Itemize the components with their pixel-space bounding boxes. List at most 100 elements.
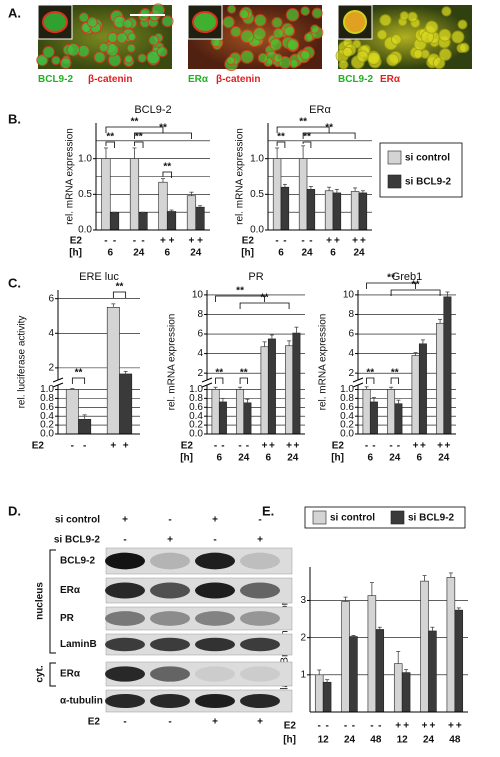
cell [356, 50, 369, 63]
blot-band [240, 552, 280, 570]
y-tick-label: 3 [300, 595, 306, 606]
blot-band [150, 582, 190, 599]
caption-red: β-catenin [216, 74, 260, 85]
treatment-mark: + [122, 515, 128, 526]
error-bar [327, 186, 332, 191]
bar [454, 609, 464, 713]
cell [271, 16, 283, 29]
blot-band [195, 582, 235, 599]
bar [332, 192, 342, 231]
x-row-label: + [430, 721, 436, 732]
caption-red: ERα [380, 74, 401, 85]
treatment-label: si control [55, 515, 100, 526]
cell [227, 4, 237, 14]
x-row-title: E2 [32, 441, 45, 452]
blot-band [150, 611, 190, 626]
axis-break-mark [52, 377, 64, 383]
x-tick-label: 24 [438, 453, 450, 464]
error-bar [287, 340, 292, 346]
cell [303, 32, 314, 43]
legend-label: si BCL9-2 [408, 513, 455, 524]
treatment-mark: - [213, 535, 216, 546]
blot-band [150, 666, 190, 682]
cell [240, 29, 255, 44]
cell [36, 54, 49, 67]
cell [285, 8, 300, 22]
x-row-label: + [123, 441, 129, 452]
significance-bracket [366, 282, 416, 289]
bar [443, 296, 452, 435]
bar [322, 681, 332, 713]
legend-swatch [390, 510, 405, 525]
cell [146, 50, 161, 65]
cell [151, 3, 165, 17]
cell [161, 15, 174, 28]
error-bar [343, 596, 348, 602]
y-tick-label: 10 [343, 290, 355, 301]
cell [459, 42, 470, 53]
x-row-label: - [221, 441, 224, 452]
inset-cell [343, 10, 367, 34]
cell [342, 46, 353, 58]
significance-label: ** [163, 162, 171, 173]
cell [451, 30, 465, 44]
bar [158, 181, 168, 231]
protein-label: α-tubulin [60, 696, 103, 707]
cell [156, 46, 168, 58]
x-row-label: - [214, 441, 217, 452]
significance-bracket [302, 132, 356, 139]
blot-band [195, 552, 235, 570]
x-row-label: - [71, 441, 74, 452]
legend-box [304, 506, 466, 529]
error-bar [317, 669, 322, 675]
cell [399, 11, 409, 21]
y-tick-label: 4 [348, 348, 354, 359]
bar [367, 595, 377, 713]
x-row-label: - [370, 721, 373, 732]
x-row-title: [h] [331, 453, 344, 464]
cell [124, 54, 134, 64]
y-tick-label: 2 [300, 632, 306, 643]
significance-bracket [71, 377, 86, 384]
treatment-mark: - [168, 515, 171, 526]
cell [122, 18, 133, 29]
y-tick-label: 0.0 [40, 429, 54, 440]
x-row-label: + [413, 441, 419, 452]
y-tick-label: 0.8 [340, 393, 354, 404]
x-row-label: + [326, 236, 332, 247]
significance-label: ** [75, 368, 83, 379]
inset-cell [192, 11, 218, 33]
axis-break-mark [352, 377, 364, 383]
x-row-label: - [344, 721, 347, 732]
significance-bracket [215, 295, 265, 302]
y-tick-label: 10 [192, 290, 204, 301]
fraction-label: cyt. [35, 665, 46, 682]
cell [51, 55, 61, 66]
cell [253, 14, 267, 27]
error-bar [301, 145, 306, 159]
cell [376, 29, 388, 40]
cell [413, 49, 423, 59]
blot-band [240, 666, 280, 682]
y-tick-label: 0.5 [250, 189, 264, 200]
cell [78, 12, 90, 23]
bar [138, 212, 148, 231]
panel-label: B. [8, 111, 21, 126]
bar [314, 674, 324, 713]
bar [418, 343, 427, 435]
fraction-bracket [49, 549, 56, 654]
bar [358, 192, 368, 231]
axis-break-mark [352, 382, 364, 388]
bar [236, 389, 245, 435]
cell [252, 27, 267, 41]
blot-band [240, 582, 280, 599]
blot-band [195, 611, 235, 626]
y-tick-label: 0.0 [340, 429, 354, 440]
cell [273, 27, 285, 39]
significance-bracket [366, 377, 375, 384]
bar [101, 158, 111, 231]
cell [379, 14, 392, 27]
y-tick-label: 0.4 [340, 411, 354, 422]
bar [394, 403, 403, 435]
cells [36, 3, 470, 72]
